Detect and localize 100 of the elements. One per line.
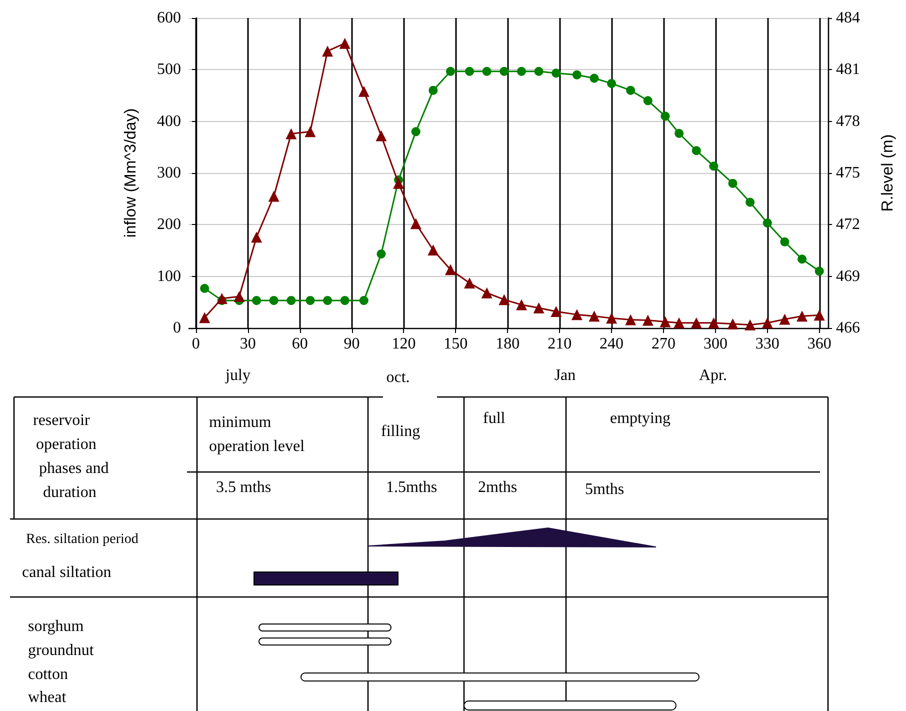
x-tick-label: 120: [392, 336, 416, 352]
text: emptying: [610, 410, 670, 427]
y2-tick-label: 478: [836, 112, 860, 130]
point: [516, 299, 527, 310]
y-tick-label: 500: [157, 61, 181, 78]
point: [533, 302, 544, 314]
x-tick-label: 180: [496, 336, 520, 352]
text: reservoir operation phases and duration: [33, 412, 109, 501]
y2-tick-label: 469: [836, 268, 860, 285]
point: [643, 96, 652, 106]
x-tick-label: 300: [703, 336, 728, 352]
text: sorghum: [28, 618, 84, 635]
point: [814, 266, 824, 276]
point: [465, 66, 474, 76]
point: [393, 178, 404, 189]
y2-tick-label: 466: [836, 320, 860, 336]
y2-tick-label: 472: [836, 216, 860, 234]
point: [798, 254, 807, 264]
point: [690, 317, 702, 328]
x-tick-label: 0: [192, 336, 200, 352]
text: oct.: [386, 369, 410, 386]
point: [339, 38, 350, 49]
point: [269, 296, 278, 305]
text: minimum operation level: [209, 414, 306, 455]
text: cotton: [28, 666, 68, 683]
point: [340, 296, 350, 305]
point: [708, 317, 720, 328]
point: [498, 294, 510, 306]
point: [660, 316, 671, 328]
point: [268, 190, 280, 202]
point: [199, 312, 210, 324]
text: groundnut: [28, 642, 94, 659]
point: [552, 68, 561, 78]
text: 3.5 mths: [216, 479, 272, 496]
point: [626, 86, 636, 95]
x-tick-label: 150: [444, 336, 468, 352]
point: [286, 296, 296, 305]
x-tick-label: 30: [240, 336, 256, 352]
point: [674, 128, 684, 138]
point: [534, 66, 544, 76]
point: [550, 306, 562, 317]
point: [464, 278, 476, 289]
point: [251, 232, 262, 243]
x-tick-label: 210: [548, 336, 572, 352]
y-tick-label: 600: [157, 10, 181, 26]
point: [322, 46, 334, 57]
point: [588, 310, 600, 322]
y-tick-label: 100: [157, 268, 181, 285]
text: wheat: [28, 689, 67, 706]
point: [796, 310, 808, 322]
point: [306, 296, 315, 305]
point: [411, 127, 420, 136]
point: [286, 128, 297, 140]
point: [482, 66, 492, 76]
point: [200, 284, 210, 293]
point: [216, 293, 228, 304]
point: [762, 218, 772, 228]
point: [444, 264, 456, 276]
point: [780, 237, 790, 246]
text: july: [224, 367, 250, 384]
point: [376, 249, 386, 258]
y-tick-label: 200: [157, 216, 181, 234]
point: [746, 198, 755, 207]
y2-tick-label: 481: [836, 61, 860, 78]
point: [359, 296, 368, 305]
text: 2mths: [478, 479, 518, 496]
y2-tick-label: 484: [836, 10, 860, 26]
point: [674, 317, 685, 328]
point: [692, 146, 701, 156]
x-tick-label: 330: [755, 336, 780, 352]
point: [572, 70, 582, 80]
text: canal siltation: [22, 564, 112, 581]
y-tick-label: 0: [173, 320, 181, 336]
y-axis-title: inflow (Mm^3/day): [122, 108, 140, 238]
x-tick-label: 360: [807, 336, 832, 352]
point: [516, 66, 526, 76]
x-tick-label: 90: [344, 336, 360, 352]
y2-tick-label: 475: [836, 164, 860, 182]
text: filling: [381, 423, 420, 440]
point: [728, 178, 738, 188]
point: [571, 309, 582, 320]
point: [323, 296, 332, 305]
y2-axis-title: R.level (m): [880, 134, 896, 212]
point: [625, 314, 636, 326]
x-tick-label: 240: [600, 336, 624, 352]
x-tick-label: 60: [292, 336, 308, 352]
point: [660, 112, 670, 121]
point: [446, 66, 455, 76]
point: [376, 130, 387, 142]
text: Jan: [554, 367, 576, 384]
point: [606, 312, 618, 324]
point: [428, 244, 439, 256]
text: 5mths: [585, 481, 624, 498]
y-tick-label: 400: [157, 112, 181, 130]
point: [358, 86, 370, 97]
y-tick-label: 300: [157, 164, 181, 182]
text: 1.5mths: [386, 479, 438, 496]
point: [410, 218, 422, 230]
point: [814, 310, 825, 321]
point: [642, 314, 654, 326]
